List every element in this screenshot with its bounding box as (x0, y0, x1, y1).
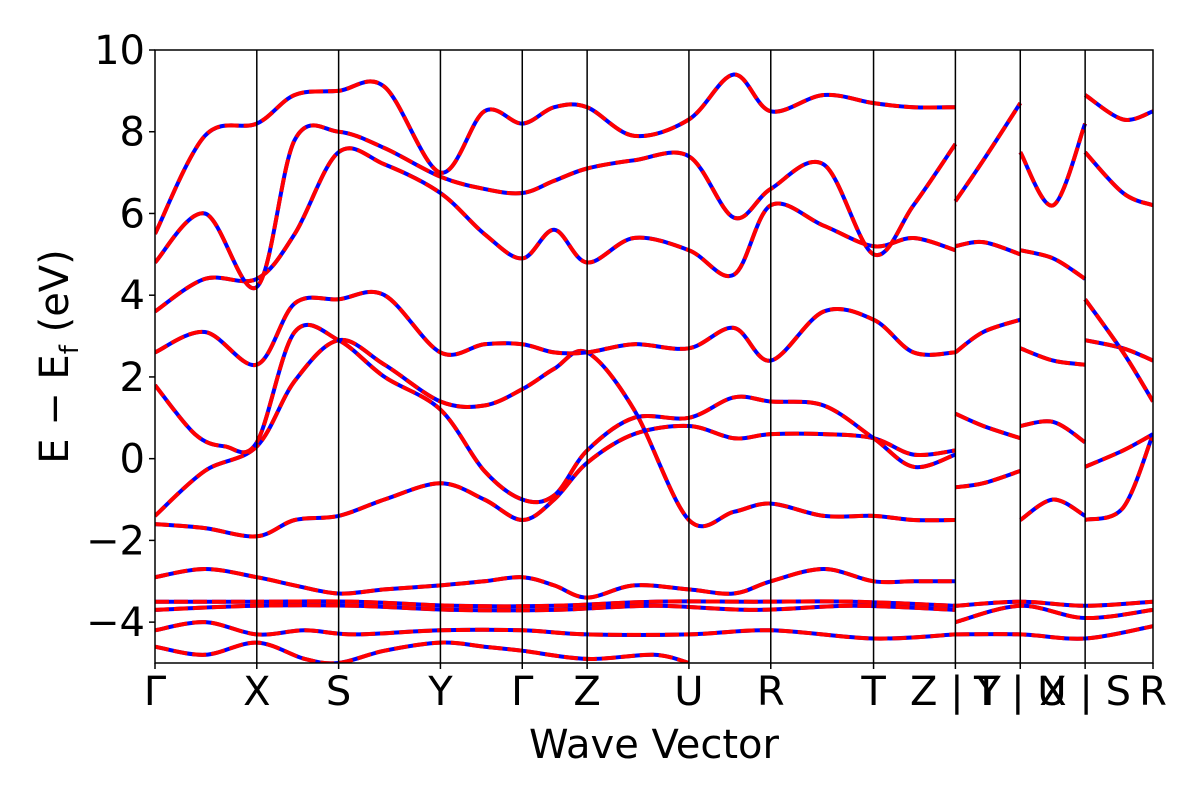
band-line-red-16 (953, 102, 1022, 203)
x-tick-label-12: R (1139, 669, 1167, 715)
band-line-blue-20 (1019, 248, 1087, 281)
band-line-red-0 (155, 423, 956, 539)
band-line-red-11 (155, 640, 690, 663)
y-tick-label-0: 10 (94, 28, 145, 74)
y-axis-ticks: 10 8 6 4 2 0 −2 −4 (86, 28, 155, 646)
x-tick-label-11: X | S (1039, 669, 1131, 715)
band-line-red-23 (1084, 432, 1153, 469)
band-line-blue-0 (155, 423, 956, 539)
band-line-red-5 (155, 123, 958, 291)
x-tick-label-5: Z (573, 669, 600, 715)
y-axis-label-subscript: f (55, 344, 85, 354)
x-tick-label-4: Γ (511, 669, 534, 715)
band-line-red-18 (1019, 497, 1087, 522)
y-tick-label-6: −2 (86, 518, 145, 564)
y-tick-label-1: 8 (120, 110, 145, 156)
x-tick-label-0: Γ (144, 669, 167, 715)
x-tick-label-9: Z | Y (910, 669, 1001, 715)
band-line-red-26 (1083, 93, 1153, 122)
y-tick-label-5: 0 (120, 437, 145, 483)
x-tick-label-1: X (243, 669, 270, 715)
y-tick-label-3: 4 (120, 273, 145, 319)
band-line-blue-27 (1083, 150, 1153, 208)
band-line-red-17 (1019, 419, 1087, 444)
x-tick-label-2: S (326, 669, 351, 715)
band-line-red-12 (954, 411, 1021, 441)
band-line-red-20 (1019, 248, 1087, 281)
kpoint-separators (256, 50, 1086, 663)
y-tick-label-7: −4 (86, 600, 145, 646)
band-line-red-7 (155, 567, 956, 600)
band-line-red-19 (1019, 346, 1086, 367)
x-tick-label-7: R (757, 669, 785, 715)
band-line-blue-21 (1018, 122, 1087, 208)
band-line-red-9 (155, 603, 956, 613)
x-tick-label-6: U (674, 669, 703, 715)
band-line-red-22 (1084, 433, 1153, 522)
plot-frame (154, 49, 1154, 664)
y-axis-label-unit: (eV) (32, 249, 78, 345)
x-tick-label-10: T | U (973, 669, 1067, 715)
y-axis-label: E − Ef (eV) (32, 249, 85, 464)
band-line-red-1 (155, 338, 956, 529)
band-line-red-28 (955, 599, 1153, 608)
band-line-red-30 (955, 624, 1153, 641)
band-line-red-27 (1083, 150, 1153, 208)
band-line-blue-6 (155, 72, 956, 235)
y-axis-label-main: E − E (32, 354, 78, 464)
y-tick-label-2: 6 (120, 191, 145, 237)
x-tick-label-3: Y (427, 669, 453, 715)
band-line-red-3 (155, 289, 956, 367)
band-line-red-6 (155, 72, 956, 235)
band-line-red-29 (954, 603, 1153, 625)
band-line-blue-22 (1084, 433, 1153, 522)
band-lines (155, 72, 1153, 663)
band-line-red-4 (155, 146, 957, 314)
band-line-blue-7 (155, 567, 956, 600)
band-line-blue-10 (155, 620, 956, 641)
band-line-red-21 (1018, 122, 1087, 208)
x-axis-label: Wave Vector (529, 722, 780, 768)
band-line-red-8 (155, 599, 956, 609)
band-line-red-2 (155, 323, 957, 505)
band-line-red-24 (1084, 338, 1153, 363)
band-line-red-25 (1083, 298, 1153, 403)
band-line-red-14 (954, 317, 1021, 355)
x-tick-label-8: T (860, 669, 886, 715)
band-line-red-13 (955, 469, 1021, 490)
band-line-red-15 (955, 239, 1021, 257)
y-tick-label-4: 2 (120, 355, 145, 401)
